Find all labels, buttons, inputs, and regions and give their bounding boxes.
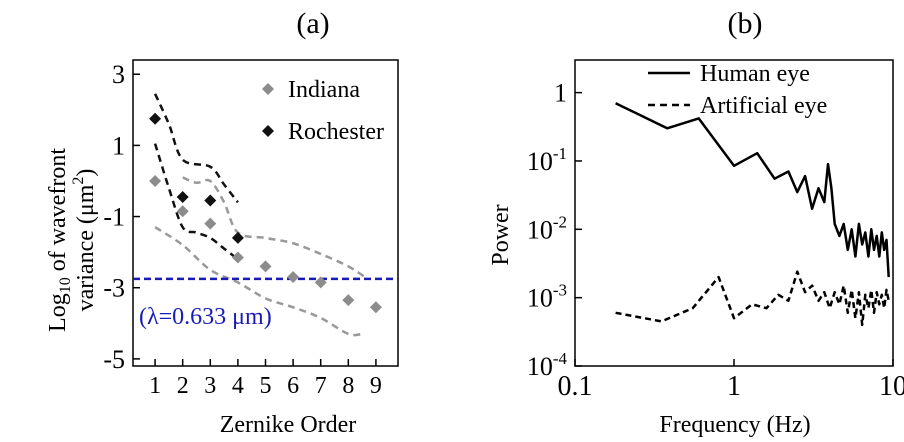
panel-b-y-ticks: 1 10-1 10-2 10-3 10-4 bbox=[527, 79, 582, 381]
x-tick-label: 1 bbox=[149, 373, 161, 399]
band-rochester-upper bbox=[153, 93, 239, 204]
panel-b-xlabel: Frequency (Hz) bbox=[659, 412, 810, 438]
panel-a-y-ticks: 3 1 -1 -3 -5 bbox=[103, 60, 140, 374]
x-tick-label: 1 bbox=[727, 371, 741, 402]
x-tick-label: 8 bbox=[342, 373, 354, 399]
x-tick-label: 6 bbox=[287, 373, 299, 399]
point-indiana bbox=[314, 276, 327, 289]
x-tick-label: 7 bbox=[315, 373, 327, 399]
band-indiana-lower bbox=[154, 226, 363, 337]
legend-human-eye-label: Human eye bbox=[700, 61, 810, 87]
x-tick-label: 4 bbox=[232, 373, 244, 399]
point-rochester bbox=[149, 112, 162, 125]
legend-artificial-eye-label: Artificial eye bbox=[700, 93, 827, 119]
point-indiana bbox=[231, 251, 244, 264]
y-tick-label: 1 bbox=[112, 131, 125, 160]
legend-indiana-marker bbox=[262, 83, 274, 95]
legend-rochester-label: Rochester bbox=[288, 119, 384, 145]
x-tick-label: 3 bbox=[204, 373, 216, 399]
x-tick-label: 9 bbox=[370, 373, 382, 399]
y-tick-label: 10-4 bbox=[527, 349, 568, 381]
legend-rochester-marker bbox=[262, 125, 274, 137]
panel-a-bands bbox=[153, 93, 366, 337]
panel-a-ylabel-line1: Log10 of wavefront bbox=[45, 148, 74, 332]
y-tick-label: -3 bbox=[103, 274, 125, 303]
y-tick-label: 3 bbox=[112, 60, 125, 89]
panel-a-ylabel: Log10 of wavefront variance (μm2) bbox=[45, 148, 99, 332]
panel-b-legend: Human eye Artificial eye bbox=[648, 61, 827, 119]
band-rochester-lower bbox=[153, 143, 239, 261]
y-tick-label: 10-2 bbox=[527, 212, 567, 244]
point-indiana bbox=[176, 205, 189, 218]
series-line-human-eye bbox=[615, 102, 890, 278]
point-indiana bbox=[149, 174, 162, 187]
x-tick-label: 10 bbox=[879, 371, 904, 402]
panel-a-plot-frame bbox=[132, 59, 399, 367]
point-indiana bbox=[204, 217, 217, 230]
panel-b-lines bbox=[615, 102, 890, 327]
point-indiana bbox=[342, 294, 355, 307]
point-indiana bbox=[259, 260, 272, 273]
panel-a-label: (a) bbox=[296, 7, 329, 40]
x-tick-label: 5 bbox=[260, 373, 272, 399]
panel-a-legend: Indiana Rochester bbox=[262, 77, 384, 145]
series-line-artificial-eye bbox=[615, 270, 890, 327]
x-tick-label: 0.1 bbox=[558, 371, 593, 402]
panel-a-points bbox=[149, 112, 382, 314]
legend-indiana-label: Indiana bbox=[288, 77, 360, 103]
x-tick-label: 2 bbox=[177, 373, 189, 399]
point-rochester bbox=[204, 194, 217, 207]
wavelength-label: (λ=0.633 μm) bbox=[139, 304, 272, 330]
panel-a-ylabel-line2: variance (μm2) bbox=[70, 169, 99, 312]
y-tick-label: 10-1 bbox=[527, 144, 567, 176]
panel-b-label: (b) bbox=[728, 7, 763, 40]
y-tick-label: -5 bbox=[103, 345, 125, 374]
point-indiana bbox=[369, 301, 382, 314]
y-tick-label: 1 bbox=[554, 79, 567, 108]
panel-a-xlabel: Zernike Order bbox=[220, 412, 357, 438]
y-tick-label: 10-3 bbox=[527, 281, 567, 313]
panel-b: (b) Power 1 10-1 10-2 10-3 10-4 0.1 1 10 Human… bbox=[488, 7, 904, 438]
point-rochester bbox=[176, 190, 189, 203]
panel-a: (a) Log10 of wavefront variance (μm2) 31… bbox=[45, 7, 399, 438]
point-rochester bbox=[231, 231, 244, 244]
panel-b-ylabel: Power bbox=[488, 204, 514, 265]
y-tick-label: -1 bbox=[103, 203, 125, 232]
point-indiana bbox=[287, 271, 300, 284]
band-indiana-upper bbox=[182, 176, 366, 279]
panel-b-plot-frame bbox=[574, 59, 894, 367]
panel-b-x-ticks: 0.1 1 10 bbox=[558, 359, 904, 402]
